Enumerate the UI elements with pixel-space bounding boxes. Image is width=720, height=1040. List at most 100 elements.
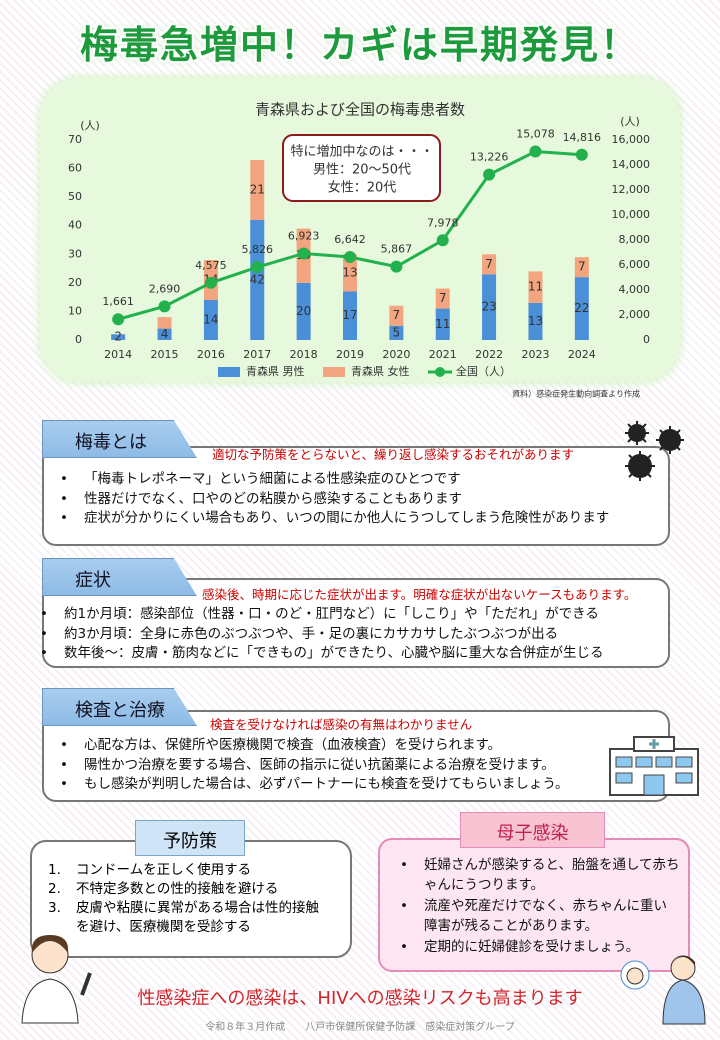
section-list: 「梅毒トレポネーマ」という細菌による性感染症のひとつです 性器だけでなく、口やの…	[44, 470, 609, 529]
x-tick-label: 2018	[290, 348, 318, 361]
line-label: 7,978	[427, 216, 459, 229]
y2-tick-label: 10,000	[612, 208, 651, 221]
list-item: 心配な方は、保健所や医療機関で検査（血液検査）を受けられます。	[44, 736, 569, 756]
list-item: 定期的に妊婦健診を受けましょう。	[384, 938, 680, 958]
y-tick-label: 60	[68, 162, 82, 175]
bar	[574, 257, 589, 278]
virus-icons	[625, 421, 684, 481]
line-label: 6,642	[334, 233, 366, 246]
y2-tick-label: 2,000	[619, 308, 651, 321]
line-label: 1,661	[102, 295, 134, 308]
line-point	[251, 261, 264, 274]
prevention-item: 3. 皮膚や粘膜に異常がある場合は性的接触を避け、医療機関を受診する	[48, 899, 338, 937]
bar-label: 7	[393, 308, 401, 322]
prevention-box	[30, 840, 352, 958]
section-list: 心配な方は、保健所や医療機関で検査（血液検査）を受けられます。 陽性かつ治療を要…	[44, 736, 569, 795]
line-point	[575, 148, 588, 161]
line-point	[529, 145, 542, 158]
bar	[250, 160, 265, 220]
bar-label: 11	[528, 280, 543, 294]
bar-label: 13	[528, 314, 543, 328]
bar	[528, 302, 543, 340]
section-note: 感染後、時期に応じた症状が出ます。明確な症状が出ないケースもあります。	[202, 584, 637, 603]
y-tick-label: 20	[68, 276, 82, 289]
line-point	[483, 168, 496, 181]
x-tick-label: 2021	[429, 348, 457, 361]
mother-illustration	[620, 955, 706, 1025]
line-label: 14,816	[563, 131, 602, 144]
prevention-list: 1. コンドームを正しく使用する 2. 不特定多数との性的接触を避ける 3. 皮膚や粘…	[48, 861, 338, 937]
line-point	[297, 247, 310, 260]
callout-text: 女性：20代	[328, 180, 397, 196]
prevention-item: 1. コンドームを正しく使用する	[48, 861, 338, 880]
bar-label: 20	[296, 304, 311, 318]
legend-label: 青森県 男性	[246, 364, 305, 378]
item-marker: 3.	[48, 900, 61, 916]
item-text: 不特定多数との性的接触を避ける	[76, 881, 279, 897]
section-tab: 梅毒とは	[42, 420, 197, 458]
prevention-heading: 予防策	[135, 820, 245, 856]
bar	[528, 271, 543, 303]
bar	[482, 254, 497, 275]
bar	[157, 317, 172, 329]
x-tick-label: 2015	[151, 348, 179, 361]
x-tick-label: 2024	[568, 348, 596, 361]
bar-label: 17	[342, 308, 357, 322]
legend-label: 青森県 女性	[351, 364, 410, 378]
line-label: 4,575	[195, 259, 227, 272]
legend-swatch	[323, 367, 345, 377]
bar-label: 7	[485, 257, 493, 271]
page-title: 梅毒急増中！カギは早期発見！	[79, 23, 640, 67]
chart: 青森県および全国の梅毒患者数 (人) (人) 特に増加中なのは・・・ 男性：20…	[68, 101, 651, 399]
y-tick-label: 40	[68, 219, 82, 232]
bar	[343, 291, 357, 340]
y2-tick-label: 14,000	[612, 158, 651, 171]
y2-tick-label: 0	[643, 333, 650, 346]
list-item: 「梅毒トレポネーマ」という細菌による性感染症のひとつです	[44, 470, 609, 490]
x-tick-label: 2020	[382, 348, 410, 361]
y2-tick-label: 4,000	[619, 283, 651, 296]
line-label: 5,826	[242, 243, 274, 256]
chart-title: 青森県および全国の梅毒患者数	[255, 101, 465, 119]
section-tab: 検査と治療	[42, 688, 197, 726]
x-tick-label: 2017	[243, 348, 271, 361]
line-point	[112, 313, 125, 326]
line-label: 13,226	[470, 151, 509, 164]
bar-label: 42	[250, 273, 265, 287]
x-tick-label: 2019	[336, 348, 364, 361]
item-text: コンドームを正しく使用する	[76, 862, 252, 878]
bar	[343, 254, 357, 292]
bar	[111, 334, 126, 340]
bar	[389, 325, 404, 340]
line-label: 6,923	[288, 229, 320, 242]
bar	[435, 308, 450, 340]
y2-tick-label: 6,000	[619, 258, 651, 271]
y2-tick-label: 8,000	[619, 233, 651, 246]
bar-label: 7	[439, 291, 447, 305]
item-marker: 1.	[48, 862, 61, 878]
callout-text: 男性：20～50代	[313, 163, 411, 178]
bar	[389, 305, 404, 326]
prevention-item: 2. 不特定多数との性的接触を避ける	[48, 880, 338, 899]
bar	[203, 300, 218, 340]
line-label: 15,078	[516, 128, 555, 141]
message: 性感染症への感染は、HIVへの感染リスクも高まります	[137, 988, 583, 1009]
section-tab: 症状	[42, 558, 197, 596]
bar-label: 14	[203, 313, 218, 327]
list-item: 流産や死産だけでなく、赤ちゃんに重い障害が残ることがあります。	[384, 897, 680, 936]
list-item: 約3か月頃：全身に赤色のぶつぶつや、手・足の裏にカサカサしたぶつぶつが出る	[24, 625, 603, 645]
line-point	[390, 260, 403, 273]
footer: 令和８年３月作成 八戸市保健所保健予防課 感染症対策グループ	[205, 1022, 515, 1033]
y2-tick-label: 12,000	[612, 183, 651, 196]
y-unit: (人)	[80, 119, 100, 132]
line-point	[158, 300, 171, 313]
source: 資料）感染症発生動向調査より作成	[512, 389, 640, 399]
line-label: 2,690	[149, 282, 181, 295]
legend-swatch	[435, 367, 445, 377]
line-point	[344, 250, 356, 263]
line-point	[436, 234, 449, 247]
x-tick-label: 2022	[475, 348, 503, 361]
bar-label: 2	[114, 330, 122, 344]
list-item: 陽性かつ治療を要する場合、医師の指示に従い抗菌薬による治療を受けます。	[44, 756, 569, 776]
